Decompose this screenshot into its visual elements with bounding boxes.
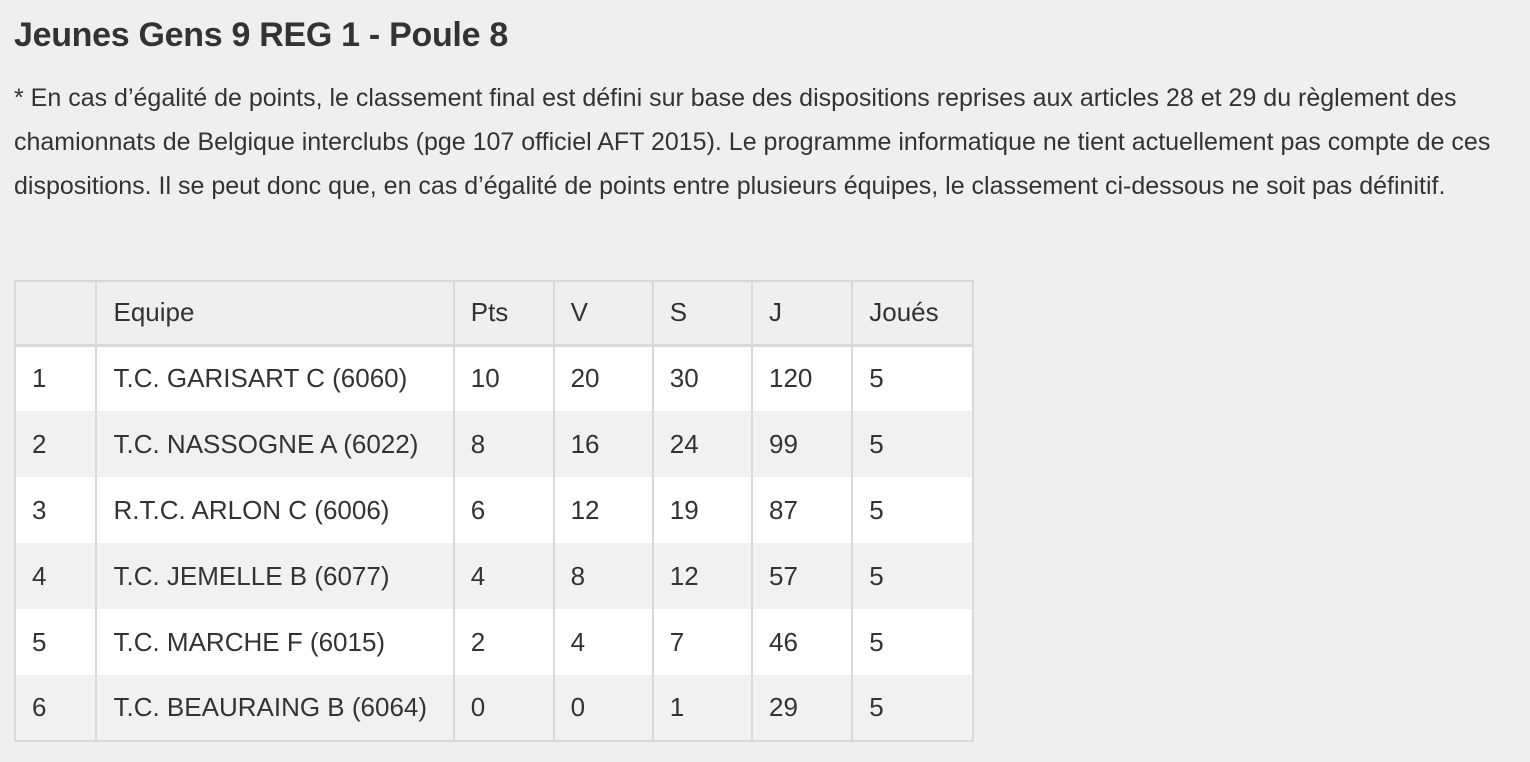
sets-cell: 30	[651, 345, 754, 411]
team-cell: T.C. JEMELLE B (6077)	[95, 543, 455, 609]
rank-cell: 6	[13, 675, 98, 742]
header-victories: V	[552, 280, 654, 347]
games-cell: 57	[751, 543, 854, 609]
page-title: Jeunes Gens 9 REG 1 - Poule 8	[14, 16, 508, 54]
played-cell: 5	[851, 543, 974, 609]
rank-cell: 2	[13, 411, 98, 477]
header-row: Equipe Pts V S J Joués	[13, 280, 974, 347]
played-cell: 5	[851, 411, 974, 477]
sets-cell: 24	[651, 411, 754, 477]
games-cell: 29	[751, 675, 854, 742]
games-cell: 120	[751, 345, 854, 411]
team-cell: R.T.C. ARLON C (6006)	[95, 477, 455, 543]
games-cell: 99	[751, 411, 854, 477]
table-row: 1 T.C. GARISART C (6060) 10 20 30 120 5	[13, 345, 974, 411]
victories-cell: 4	[552, 609, 654, 675]
table-row: 5 T.C. MARCHE F (6015) 2 4 7 46 5	[13, 609, 974, 675]
sets-cell: 19	[651, 477, 754, 543]
table-row: 4 T.C. JEMELLE B (6077) 4 8 12 57 5	[13, 543, 974, 609]
victories-cell: 16	[552, 411, 654, 477]
header-team: Equipe	[95, 280, 455, 347]
rank-cell: 5	[13, 609, 98, 675]
points-cell: 2	[452, 609, 555, 675]
team-cell: T.C. GARISART C (6060)	[95, 345, 455, 411]
standings-body: 1 T.C. GARISART C (6060) 10 20 30 120 5 …	[13, 345, 974, 742]
points-cell: 8	[452, 411, 555, 477]
table-row: 3 R.T.C. ARLON C (6006) 6 12 19 87 5	[13, 477, 974, 543]
points-cell: 6	[452, 477, 555, 543]
table-row: 6 T.C. BEAURAING B (6064) 0 0 1 29 5	[13, 675, 974, 742]
sets-cell: 7	[651, 609, 754, 675]
team-cell: T.C. NASSOGNE A (6022)	[95, 411, 455, 477]
points-cell: 0	[452, 675, 555, 742]
games-cell: 46	[751, 609, 854, 675]
games-cell: 87	[751, 477, 854, 543]
victories-cell: 0	[552, 675, 654, 742]
victories-cell: 20	[552, 345, 654, 411]
victories-cell: 8	[552, 543, 654, 609]
played-cell: 5	[851, 345, 974, 411]
points-cell: 10	[452, 345, 555, 411]
played-cell: 5	[851, 477, 974, 543]
header-rank	[13, 280, 98, 347]
table-row: 2 T.C. NASSOGNE A (6022) 8 16 24 99 5	[13, 411, 974, 477]
header-games: J	[751, 280, 854, 347]
standings-header: Equipe Pts V S J Joués	[13, 280, 974, 347]
team-cell: T.C. BEAURAING B (6064)	[95, 675, 455, 742]
header-played: Joués	[851, 280, 974, 347]
rank-cell: 3	[13, 477, 98, 543]
played-cell: 5	[851, 675, 974, 742]
rank-cell: 1	[13, 345, 98, 411]
points-cell: 4	[452, 543, 555, 609]
team-cell: T.C. MARCHE F (6015)	[95, 609, 455, 675]
played-cell: 5	[851, 609, 974, 675]
standings-table: Equipe Pts V S J Joués 1 T.C. GARISART C…	[13, 280, 974, 742]
header-sets: S	[651, 280, 754, 347]
header-points: Pts	[452, 280, 555, 347]
tie-break-note: * En cas d’égalité de points, le classem…	[14, 84, 1491, 200]
sets-cell: 1	[651, 675, 754, 742]
rank-cell: 4	[13, 543, 98, 609]
victories-cell: 12	[552, 477, 654, 543]
sets-cell: 12	[651, 543, 754, 609]
